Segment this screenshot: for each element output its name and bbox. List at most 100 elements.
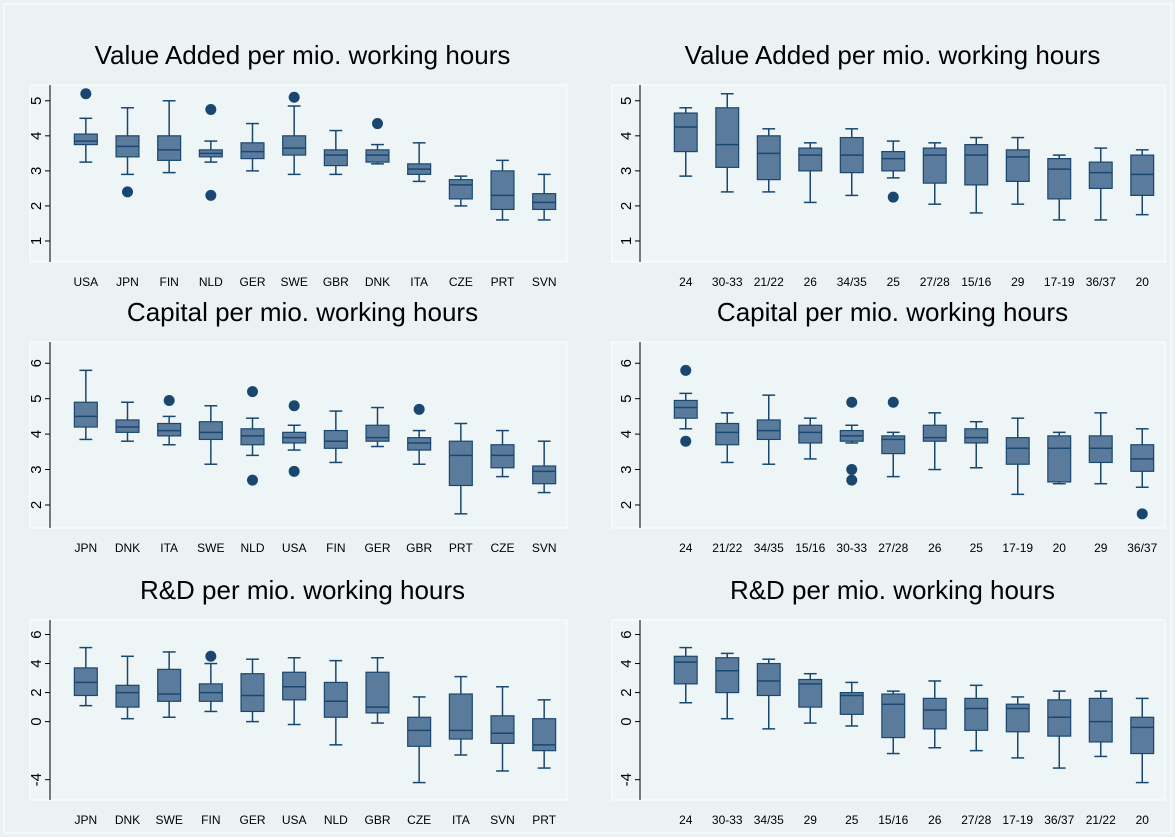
box [240, 428, 265, 446]
chart-title: Value Added per mio. working hours [685, 40, 1101, 70]
x-tick-label: USA [73, 275, 98, 289]
box [964, 143, 989, 186]
x-tick-label: 17-19 [1044, 275, 1075, 289]
box [115, 684, 140, 708]
plot-region [29, 619, 568, 801]
box [1130, 444, 1155, 472]
x-tick-label: DNK [115, 541, 140, 555]
x-tick-label: 27/28 [920, 275, 950, 289]
y-tick-label: 6 [618, 630, 635, 638]
x-tick-label: 17-19 [1002, 541, 1033, 555]
outlier [80, 88, 92, 100]
outlier [247, 386, 258, 398]
x-tick-label: 34/35 [754, 541, 784, 555]
x-tick-label: 21/22 [1086, 813, 1116, 827]
outlier [122, 186, 133, 198]
x-tick-label: GER [364, 541, 390, 555]
outlier [247, 474, 258, 486]
x-tick-label: SWE [280, 275, 307, 289]
x-tick-label: 20 [1053, 541, 1067, 555]
box [240, 673, 265, 713]
x-tick-label: NLD [199, 275, 223, 289]
box [1130, 154, 1155, 197]
y-tick-label: 0 [28, 717, 45, 725]
x-tick-label: 25 [970, 541, 984, 555]
x-tick-label: 29 [1011, 275, 1025, 289]
box [673, 112, 698, 153]
x-tick-label: 24 [679, 541, 693, 555]
outlier [680, 435, 692, 447]
x-tick-label: GBR [406, 541, 432, 555]
x-tick-label: 15/16 [795, 541, 825, 555]
x-tick-label: SWE [197, 541, 224, 555]
outlier [288, 400, 300, 412]
y-tick-label: 3 [28, 167, 45, 175]
box [881, 150, 906, 172]
x-tick-label: FIN [201, 813, 220, 827]
x-tick-label: GBR [364, 813, 390, 827]
y-tick-label: 2 [618, 202, 635, 210]
chart-title: Capital per mio. working hours [127, 297, 478, 327]
box [532, 718, 557, 752]
box [240, 142, 265, 160]
x-tick-label: ITA [410, 275, 428, 289]
x-tick-label: 24 [679, 275, 693, 289]
x-tick-label: 25 [845, 813, 859, 827]
x-tick-label: 20 [1136, 813, 1150, 827]
y-tick-label: 3 [618, 465, 635, 473]
box [1088, 161, 1113, 189]
outlier [205, 650, 217, 662]
x-tick-label: 21/22 [712, 541, 742, 555]
outlier [846, 396, 858, 408]
x-tick-label: 20 [1136, 275, 1150, 289]
box [756, 662, 781, 697]
box [532, 193, 557, 211]
outlier [372, 118, 383, 130]
box [798, 678, 823, 708]
outlier [205, 189, 217, 201]
box [798, 147, 823, 172]
x-tick-label: 27/28 [878, 541, 908, 555]
outlier [163, 394, 175, 406]
box [532, 465, 557, 485]
x-tick-label: 21/22 [754, 275, 784, 289]
x-tick-label: ITA [160, 541, 178, 555]
y-tick-label: -4 [28, 773, 45, 786]
y-tick-label: 2 [618, 501, 635, 509]
box [756, 419, 781, 441]
box [922, 697, 947, 730]
box [448, 179, 473, 200]
box [73, 133, 98, 146]
x-tick-label: GER [239, 813, 265, 827]
box [1005, 703, 1030, 733]
box [881, 435, 906, 455]
x-tick-label: ITA [452, 813, 470, 827]
y-tick-label: 4 [28, 659, 45, 667]
box [490, 444, 515, 469]
x-tick-label: 29 [804, 813, 818, 827]
box [73, 401, 98, 428]
x-tick-label: 36/37 [1086, 275, 1116, 289]
box [673, 655, 698, 685]
box [964, 697, 989, 731]
chart-title: Value Added per mio. working hours [95, 40, 511, 70]
y-tick-label: 4 [28, 430, 45, 438]
box [157, 135, 182, 161]
outlier [887, 191, 899, 203]
x-tick-label: 26 [928, 541, 942, 555]
x-tick-label: 26 [928, 813, 942, 827]
plot-region [611, 341, 1166, 529]
x-tick-label: 17-19 [1002, 813, 1033, 827]
x-tick-label: 26 [804, 275, 818, 289]
x-tick-label: NLD [240, 541, 264, 555]
y-tick-label: 1 [28, 237, 45, 245]
chart-title: R&D per mio. working hours [140, 575, 465, 605]
y-tick-label: -4 [618, 773, 635, 786]
box [715, 657, 740, 694]
outlier [288, 465, 300, 477]
chart-title: Capital per mio. working hours [717, 297, 1068, 327]
x-tick-label: 15/16 [961, 275, 991, 289]
box [715, 422, 740, 446]
y-tick-label: 5 [618, 395, 635, 403]
